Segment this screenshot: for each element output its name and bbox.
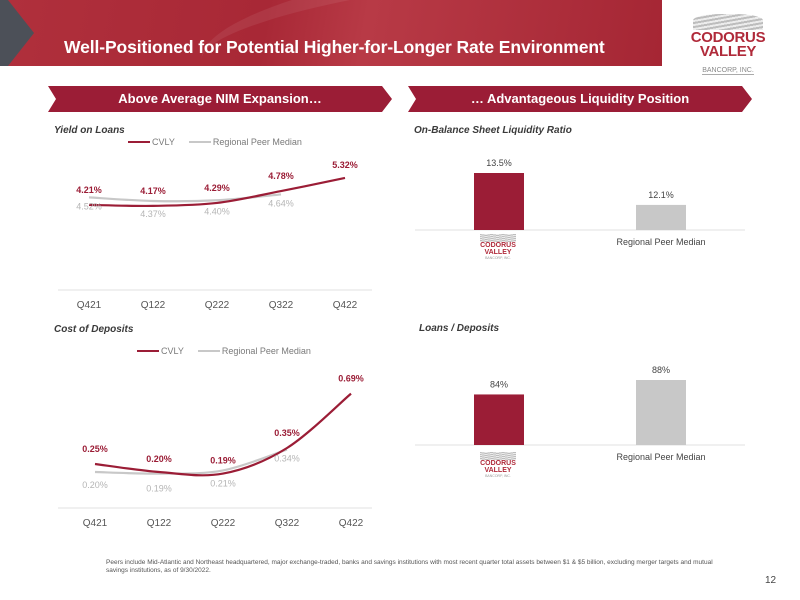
peer-bar — [636, 204, 686, 230]
loans-deposits-chart: 84% 88% Regional Peer Median — [415, 365, 745, 462]
legend-label: CVLY — [152, 137, 175, 147]
legend-cost: CVLY Regional Peer Median — [137, 346, 325, 356]
logo-line2: VALLEY — [484, 467, 512, 474]
legend-swatch — [188, 141, 211, 143]
legend-label: Regional Peer Median — [212, 137, 302, 147]
header-banner — [0, 0, 662, 66]
cvly-bar — [474, 394, 524, 445]
legend-item-cvly: CVLY — [128, 137, 175, 147]
x-tick-label: Q322 — [275, 518, 300, 529]
legend-swatch — [137, 350, 159, 352]
cvly-data-label: 5.32% — [332, 160, 358, 170]
x-category-label: Regional Peer Median — [616, 237, 705, 247]
cvly-data-label: 0.25% — [82, 444, 108, 454]
bar-value-label: 84% — [490, 379, 508, 389]
logo-line1: CODORUS — [690, 29, 766, 46]
logo-line3: BANCORP, INC. — [702, 67, 754, 75]
chart-title-cost: Cost of Deposits — [54, 324, 134, 335]
x-tick-label: Q422 — [339, 518, 364, 529]
yield-on-loans-chart: Q421 Q122 Q222 Q322 Q422 4.21% 4.17% 4.29% 4.78%… — [58, 160, 372, 311]
x-tick-label: Q322 — [269, 300, 294, 311]
legend-yield: CVLY Regional Peer Median — [128, 137, 316, 147]
x-tick-label: Q421 — [77, 300, 102, 311]
logo-hills-icon — [480, 234, 516, 242]
left-section-banner: Above Average NIM Expansion… — [48, 86, 392, 112]
chart-title-liquidity: On-Balance Sheet Liquidity Ratio — [414, 125, 572, 136]
cvly-data-label: 4.78% — [268, 171, 294, 181]
legend-label: Regional Peer Median — [221, 346, 311, 356]
logo-line2: VALLEY — [699, 43, 757, 60]
chart-title-yield: Yield on Loans — [54, 125, 125, 136]
x-tick-label: Q222 — [211, 518, 236, 529]
cost-of-deposits-chart: Q421 Q122 Q222 Q322 Q422 0.25% 0.20% 0.19% 0.35%… — [58, 374, 372, 529]
legend-swatch — [128, 141, 150, 143]
cvly-data-label: 4.21% — [76, 185, 102, 195]
peer-data-label: 4.64% — [268, 198, 294, 208]
liquidity-ratio-chart: 13.5% 12.1% Regional Peer Median — [415, 158, 745, 247]
cvly-bar — [474, 173, 524, 230]
legend-item-peer: Regional Peer Median — [197, 346, 311, 356]
right-section-banner: … Advantageous Liquidity Position — [408, 86, 752, 112]
logo-hills-icon — [480, 452, 516, 460]
cvly-data-label: 4.17% — [140, 186, 166, 196]
x-tick-label: Q421 — [83, 518, 108, 529]
cvly-series-line — [88, 176, 346, 208]
logo-hills-icon — [693, 14, 763, 30]
legend-item-peer: Regional Peer Median — [188, 137, 302, 147]
page-title: Well-Positioned for Potential Higher-for… — [64, 37, 605, 57]
x-tick-label: Q122 — [141, 300, 166, 311]
logo-line3: BANCORP, INC. — [485, 474, 511, 478]
peer-data-label: 4.40% — [204, 206, 230, 216]
peer-data-label: 0.21% — [210, 478, 236, 488]
x-tick-label: Q422 — [333, 300, 358, 311]
peer-data-label: 0.34% — [274, 454, 300, 464]
peer-data-label: 4.52% — [76, 201, 102, 211]
chart-title-loans-deposits: Loans / Deposits — [419, 323, 500, 334]
peer-data-label: 0.20% — [82, 480, 108, 490]
cvly-data-label: 0.69% — [338, 374, 364, 384]
peer-series-line — [94, 448, 288, 475]
peer-data-label: 4.37% — [140, 209, 166, 219]
logo-line1: CODORUS — [480, 460, 516, 467]
peer-data-label: 0.19% — [146, 484, 172, 494]
chevron-decor — [0, 0, 8, 66]
x-tick-label: Q222 — [205, 300, 230, 311]
company-logo: CODORUS VALLEY BANCORP, INC. — [686, 14, 770, 77]
chevron-icon — [8, 0, 34, 66]
cvly-series-line — [94, 392, 352, 477]
cvly-data-label: 0.35% — [274, 428, 300, 438]
bar-value-label: 13.5% — [486, 158, 512, 168]
bar-value-label: 88% — [652, 365, 670, 375]
legend-swatch — [197, 350, 220, 352]
cvly-data-label: 4.29% — [204, 183, 230, 193]
peer-bar — [636, 380, 686, 445]
bar-value-label: 12.1% — [648, 190, 674, 200]
cvly-mini-logo: CODORUS VALLEY BANCORP, INC. — [476, 452, 520, 478]
cvly-mini-logo: CODORUS VALLEY BANCORP, INC. — [476, 234, 520, 260]
logo-line1: CODORUS — [480, 242, 516, 249]
x-category-label: Regional Peer Median — [616, 452, 705, 462]
cvly-data-label: 0.19% — [210, 456, 236, 466]
footnote: Peers include Mid-Atlantic and Northeast… — [106, 559, 713, 574]
legend-label: CVLY — [161, 346, 184, 356]
page-number: 12 — [765, 575, 777, 586]
x-tick-label: Q122 — [147, 518, 172, 529]
legend-item-cvly: CVLY — [137, 346, 184, 356]
logo-line3: BANCORP, INC. — [485, 256, 511, 260]
cvly-data-label: 0.20% — [146, 454, 172, 464]
logo-line2: VALLEY — [484, 249, 512, 256]
